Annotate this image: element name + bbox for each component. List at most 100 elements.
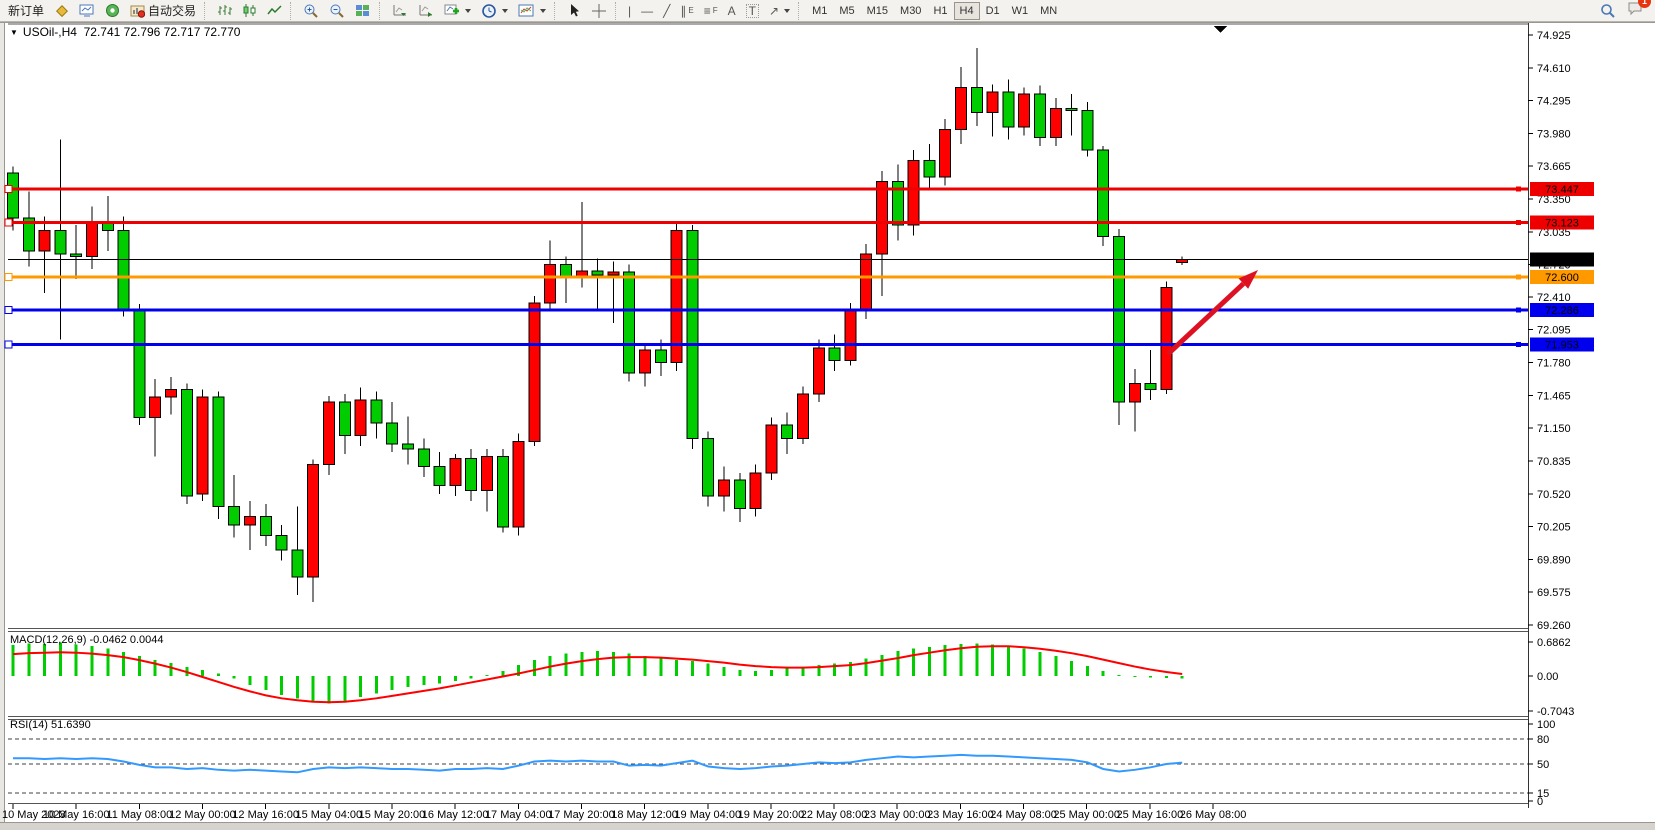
cursor-icon[interactable] — [562, 1, 586, 21]
svg-text:72.095: 72.095 — [1537, 325, 1571, 337]
svg-text:71.465: 71.465 — [1537, 390, 1571, 402]
tab-timeframe-m5[interactable]: M5 — [833, 2, 860, 20]
auto-trading-icon — [130, 5, 146, 18]
toolbar-separator — [204, 1, 209, 20]
chart-title-ohlc: 72.741 72.796 72.717 72.770 — [83, 25, 241, 39]
toolbar-separator — [554, 1, 559, 20]
chart-title: ▼ USOil-,H4 72.741 72.796 72.717 72.770 — [10, 25, 240, 39]
zoom-in-icon[interactable] — [298, 1, 324, 21]
svg-text:73.123: 73.123 — [1545, 218, 1579, 230]
window-menu-icon[interactable]: ▼ — [10, 28, 18, 37]
arrows-tool-button[interactable]: ↗ — [764, 1, 795, 21]
auto-trading-button[interactable]: 自动交易 — [125, 1, 201, 21]
period-clock-button[interactable] — [476, 1, 513, 21]
new-order-icon[interactable] — [49, 1, 74, 21]
macd-layer — [11, 642, 1184, 704]
svg-text:72.770: 72.770 — [1545, 254, 1579, 266]
svg-text:70.520: 70.520 — [1537, 489, 1571, 501]
svg-text:50: 50 — [1537, 759, 1549, 771]
auto-scroll-icon[interactable] — [387, 1, 413, 21]
new-order-button[interactable]: 新订单 — [3, 1, 49, 21]
svg-text:80: 80 — [1537, 734, 1549, 746]
svg-text:10 May 16:00: 10 May 16:00 — [43, 809, 110, 821]
rsi-level-lines — [8, 738, 1528, 794]
svg-text:25 May 16:00: 25 May 16:00 — [1117, 809, 1184, 821]
add-indicator-button[interactable] — [439, 1, 476, 21]
svg-text:23 May 16:00: 23 May 16:00 — [927, 809, 994, 821]
template-button[interactable] — [513, 1, 551, 21]
toolbar-separator — [615, 1, 620, 20]
svg-text:15 May 20:00: 15 May 20:00 — [359, 809, 426, 821]
new-order-label: 新订单 — [8, 4, 45, 18]
macd-axis: 0.6862 0.00 -0.7043 — [1528, 637, 1574, 718]
chat-button[interactable]: 1 — [1627, 0, 1651, 21]
svg-text:22 May 08:00: 22 May 08:00 — [801, 809, 868, 821]
gold-tag-icon — [56, 5, 69, 18]
text-icon[interactable]: A — [723, 1, 741, 21]
svg-text:12 May 16:00: 12 May 16:00 — [232, 809, 299, 821]
notification-badge: 1 — [1638, 0, 1651, 8]
fibonacci-icon[interactable]: ≡ F — [699, 1, 723, 21]
horizontal-line-icon[interactable]: — — [636, 1, 658, 21]
tile-windows-icon[interactable] — [350, 1, 376, 21]
trendline-icon[interactable]: ╱ — [658, 1, 675, 21]
market-watch-icon[interactable] — [74, 1, 100, 21]
zoom-out-icon[interactable] — [324, 1, 350, 21]
add-indicator-icon — [444, 4, 460, 15]
svg-text:25 May 00:00: 25 May 00:00 — [1053, 809, 1120, 821]
svg-text:72.286: 72.286 — [1545, 305, 1579, 317]
tab-timeframe-h1[interactable]: H1 — [927, 2, 953, 20]
chevron-down-icon — [465, 8, 472, 13]
tab-timeframe-d1[interactable]: D1 — [980, 2, 1006, 20]
svg-text:19 May 20:00: 19 May 20:00 — [738, 809, 805, 821]
signal-icon[interactable] — [100, 1, 125, 21]
svg-text:0.00: 0.00 — [1537, 671, 1558, 683]
search-icon[interactable] — [1595, 1, 1621, 21]
svg-text:15: 15 — [1537, 788, 1549, 800]
horizontal-lines — [4, 184, 1528, 349]
arrows-icon: ↗ — [769, 3, 780, 18]
equidistant-channel-icon[interactable]: ∥ E — [675, 1, 698, 21]
svg-text:23 May 00:00: 23 May 00:00 — [864, 809, 931, 821]
tab-timeframe-m1[interactable]: M1 — [806, 2, 833, 20]
price-line-labels: 73.447 73.123 72.600 72.286 71.953 72.770 — [1530, 181, 1594, 352]
svg-text:19 May 04:00: 19 May 04:00 — [674, 809, 741, 821]
template-icon — [518, 4, 534, 17]
chevron-down-icon — [502, 8, 509, 13]
svg-text:70.205: 70.205 — [1537, 522, 1571, 534]
tab-timeframe-w1[interactable]: W1 — [1006, 2, 1035, 20]
crosshair-icon[interactable] — [586, 1, 612, 21]
svg-text:12 May 00:00: 12 May 00:00 — [169, 809, 236, 821]
auto-trading-label: 自动交易 — [148, 4, 197, 18]
window-bottom-edge — [0, 822, 1655, 830]
toolbar-separator — [798, 1, 803, 20]
svg-text:18 May 12:00: 18 May 12:00 — [611, 809, 678, 821]
chart-shift-icon[interactable] — [413, 1, 439, 21]
vertical-line-icon[interactable]: | — [623, 1, 636, 21]
svg-text:24 May 08:00: 24 May 08:00 — [990, 809, 1057, 821]
tab-timeframe-h4[interactable]: H4 — [953, 1, 980, 20]
tab-timeframe-mn[interactable]: MN — [1034, 2, 1063, 20]
svg-text:73.035: 73.035 — [1537, 227, 1571, 239]
svg-text:72.600: 72.600 — [1545, 272, 1579, 284]
svg-text:73.665: 73.665 — [1537, 161, 1571, 173]
line-chart-icon[interactable] — [262, 1, 287, 21]
tab-timeframe-m30[interactable]: M30 — [894, 2, 927, 20]
chart-canvas[interactable]: 74.925 74.610 74.295 73.980 73.665 73.350 73.0… — [0, 22, 1655, 822]
svg-text:69.260: 69.260 — [1537, 620, 1571, 632]
svg-text:73.980: 73.980 — [1537, 128, 1571, 140]
candlestick-chart-icon[interactable] — [237, 1, 262, 21]
svg-text:-0.7043: -0.7043 — [1537, 706, 1574, 718]
svg-text:70.835: 70.835 — [1537, 456, 1571, 468]
rsi-axis: 100 80 50 150 — [1528, 719, 1555, 808]
text-label-icon[interactable]: T — [741, 1, 764, 21]
chart-shift-marker — [1214, 26, 1227, 33]
tab-timeframe-m15[interactable]: M15 — [861, 2, 894, 20]
svg-text:0: 0 — [1537, 796, 1543, 808]
svg-text:74.925: 74.925 — [1537, 30, 1571, 42]
bar-chart-icon[interactable] — [212, 1, 237, 21]
chart-window[interactable]: 74.925 74.610 74.295 73.980 73.665 73.350 73.0… — [0, 22, 1655, 822]
svg-text:71.780: 71.780 — [1537, 358, 1571, 370]
pane-borders — [8, 23, 1529, 808]
